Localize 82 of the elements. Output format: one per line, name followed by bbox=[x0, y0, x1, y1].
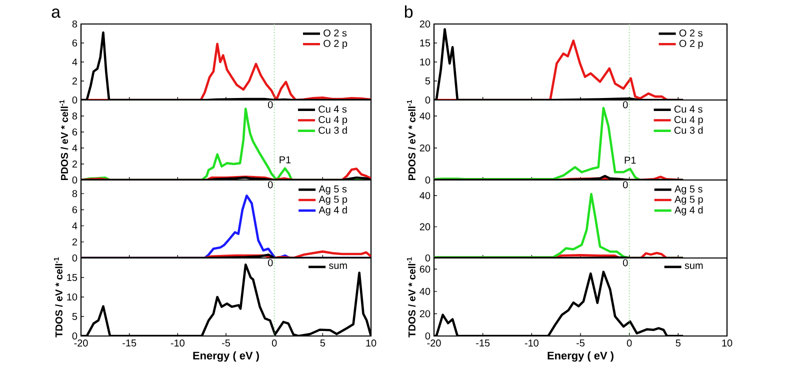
y-tick-label: 6 bbox=[72, 39, 78, 47]
y-tick-label: 4 bbox=[72, 144, 78, 152]
y-tick-label: 0 bbox=[425, 254, 430, 262]
x-tick-label: -15 bbox=[476, 340, 490, 346]
legend-label: sum bbox=[684, 264, 703, 269]
legend-label: O 2 p bbox=[324, 40, 348, 49]
y-tick-label: 20 bbox=[420, 144, 430, 152]
y-tick-label: 8 bbox=[72, 190, 78, 198]
x-tick-label: 5 bbox=[320, 340, 326, 346]
legend-label: O 2 s bbox=[679, 29, 702, 37]
y-tick-label: 4 bbox=[72, 222, 78, 230]
x-tick-label: -15 bbox=[122, 340, 136, 346]
x-tick-label: -5 bbox=[576, 340, 585, 346]
x-tick-label: -10 bbox=[170, 340, 184, 347]
y-tick-label: 0 bbox=[72, 332, 78, 340]
y-axis-title: PDOS / eV * cell$^{-1}$ bbox=[59, 100, 68, 180]
legend-label: Cu 4 p bbox=[674, 116, 703, 126]
annotation: P1 bbox=[280, 156, 291, 164]
legend-label: Cu 4 s bbox=[674, 106, 702, 113]
y-tick-label: 10 bbox=[67, 293, 78, 301]
ref-line-label: 0 bbox=[622, 259, 628, 266]
x-tick-label: 0 bbox=[626, 340, 632, 347]
legend-label: Ag 4 d bbox=[674, 206, 703, 216]
legend-label: Cu 4 p bbox=[318, 116, 348, 126]
y-tick-label: 6 bbox=[72, 128, 78, 136]
x-tick-label: 0 bbox=[272, 340, 277, 347]
legend-label: Ag 4 d bbox=[318, 206, 347, 216]
legend-label: Cu 3 d bbox=[674, 126, 703, 134]
y-tick-label: 0 bbox=[425, 332, 430, 340]
y-tick-label: 15 bbox=[420, 40, 430, 46]
y-tick-label: 8 bbox=[72, 112, 78, 120]
y-tick-label: 15 bbox=[67, 274, 78, 281]
y-axis-title: TDOS / eV * cell$^{-1}$ bbox=[54, 257, 63, 338]
y-tick-label: 8 bbox=[72, 20, 78, 28]
y-axis-title: TDOS / eV * cell$^{-1}$ bbox=[406, 257, 416, 338]
x-tick-label: -5 bbox=[222, 340, 230, 346]
ref-line-label: 0 bbox=[622, 181, 628, 188]
y-tick-label: 4 bbox=[72, 58, 78, 66]
x-tick-label: -20 bbox=[427, 340, 441, 347]
y-tick-label: 2 bbox=[72, 238, 77, 246]
chart-title: a bbox=[52, 8, 61, 18]
legend-label: sum bbox=[328, 264, 347, 269]
chart-title: b bbox=[404, 5, 413, 18]
legend-label: Ag 5 p bbox=[674, 196, 703, 205]
y-tick-label: 20 bbox=[420, 223, 430, 230]
legend-label: Cu 4 s bbox=[318, 106, 347, 113]
x-tick-label: 10 bbox=[366, 340, 376, 347]
y-tick-label: 10 bbox=[420, 58, 430, 66]
y-tick-label: 2 bbox=[72, 78, 77, 84]
legend-label: Ag 5 p bbox=[318, 196, 348, 205]
y-tick-label: 0 bbox=[72, 96, 78, 104]
y-tick-label: 20 bbox=[420, 20, 430, 28]
legend-label: Cu 3 d bbox=[318, 126, 347, 134]
y-tick-label: 0 bbox=[425, 96, 430, 104]
legend-label: O 2 p bbox=[679, 40, 703, 49]
y-tick-label: 40 bbox=[420, 192, 430, 200]
legend-label: Ag 5 s bbox=[318, 186, 347, 194]
ref-line-label: 0 bbox=[268, 101, 273, 108]
x-tick-label: -20 bbox=[74, 340, 88, 347]
y-tick-label: 60 bbox=[420, 266, 430, 273]
legend-label: Ag 5 s bbox=[674, 186, 702, 194]
y-tick-label: 0 bbox=[425, 176, 430, 184]
ref-line-label: 0 bbox=[268, 181, 273, 188]
y-tick-label: 0 bbox=[72, 176, 78, 184]
annotation: P1 bbox=[624, 156, 636, 164]
y-tick-label: 5 bbox=[72, 313, 78, 320]
y-tick-label: 40 bbox=[420, 288, 430, 295]
legend-label: O 2 s bbox=[324, 29, 347, 37]
y-tick-label: 6 bbox=[72, 206, 78, 214]
y-tick-label: 5 bbox=[425, 78, 430, 84]
x-axis-title: Energy ( eV ) bbox=[548, 351, 614, 362]
x-tick-label: 5 bbox=[676, 340, 681, 346]
x-axis-title: Energy ( eV ) bbox=[193, 351, 259, 362]
ref-line-label: 0 bbox=[268, 259, 273, 266]
y-tick-label: 20 bbox=[420, 310, 430, 318]
y-tick-label: 0 bbox=[72, 254, 78, 262]
x-tick-label: 10 bbox=[722, 340, 732, 347]
y-tick-label: 2 bbox=[72, 160, 77, 168]
x-tick-label: -10 bbox=[524, 340, 538, 347]
ref-line-label: 0 bbox=[622, 101, 628, 108]
y-axis-title: PDOS / eV * cell$^{-1}$ bbox=[406, 100, 416, 180]
y-tick-label: 40 bbox=[420, 112, 430, 120]
